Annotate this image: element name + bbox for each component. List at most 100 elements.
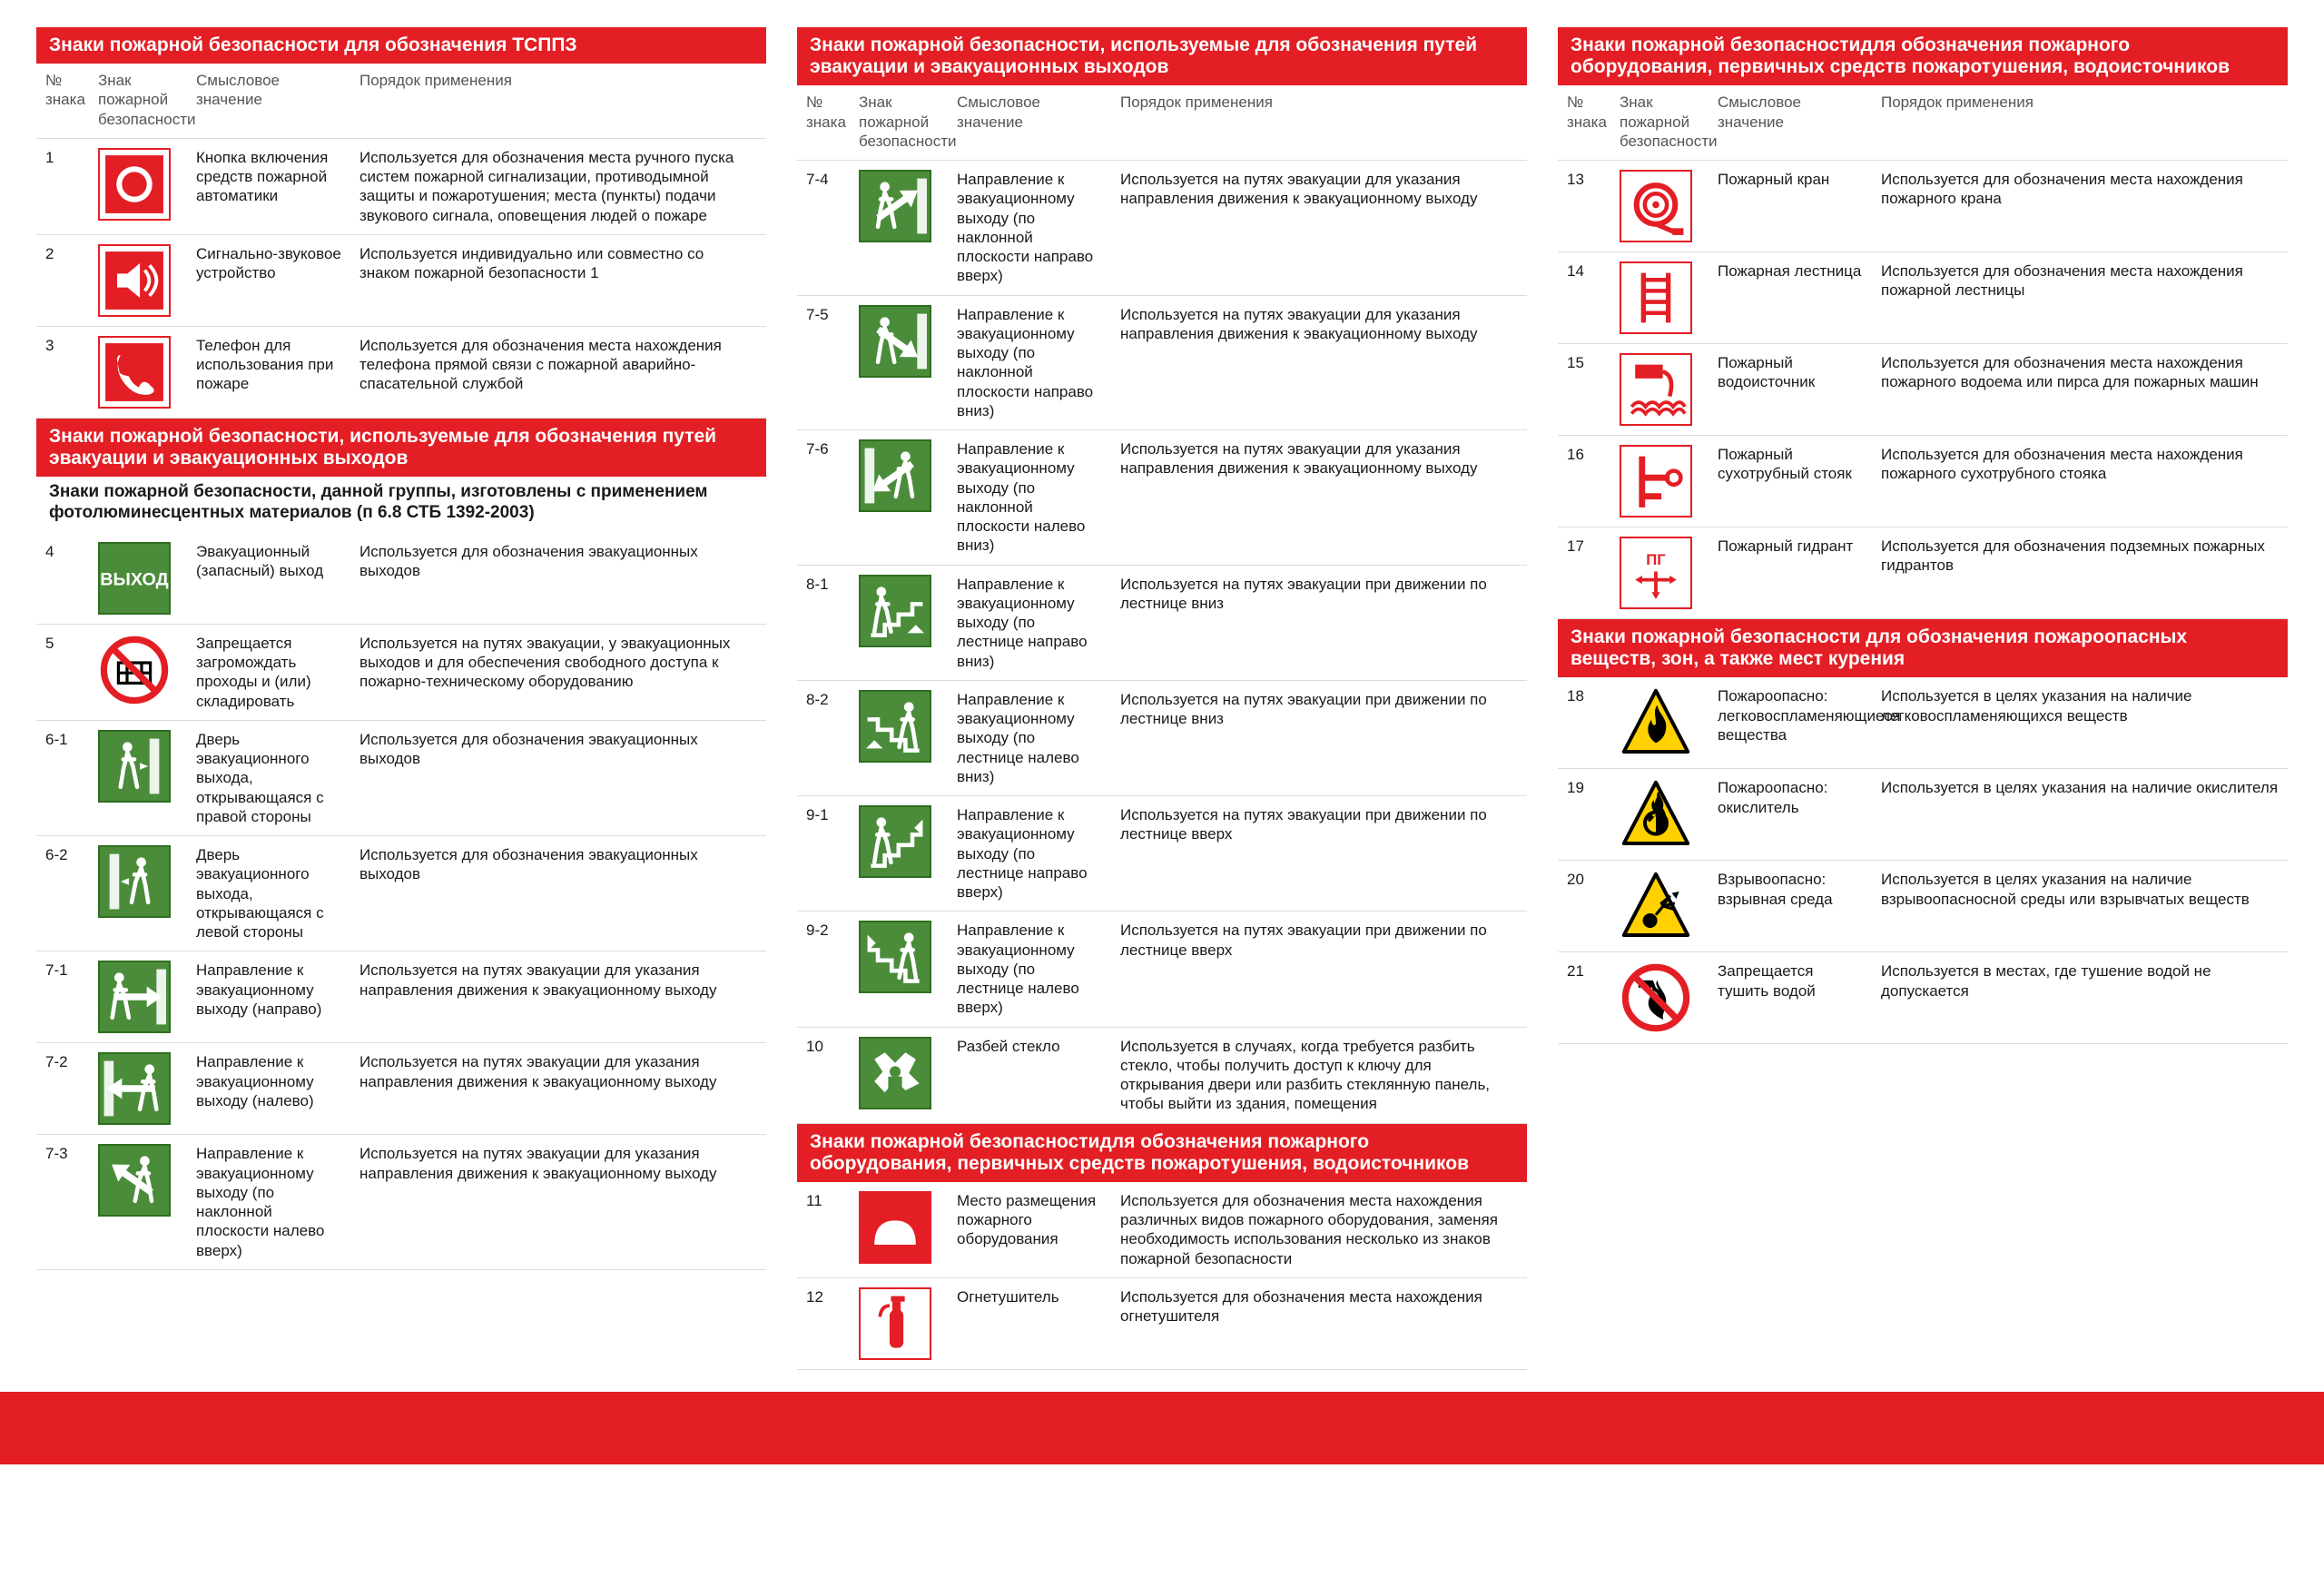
table-row: 6-2Дверь эвакуационного выхода, открываю… <box>36 836 766 951</box>
dry-riser-icon <box>1620 445 1692 517</box>
phone-icon <box>98 336 171 409</box>
table-row: 20 Взрывоопасно: взрывная средаИспользует… <box>1558 861 2288 952</box>
cell-meaning: Дверь эвакуационного выхода, открывающая… <box>187 720 350 835</box>
hydrant-icon: ПГ <box>1620 537 1692 609</box>
cell-usage: Используется для обозначения эвакуационн… <box>350 533 766 625</box>
cell-meaning: Взрывоопасно: взрывная среда <box>1709 861 1872 952</box>
cell-num: 7-6 <box>797 430 850 566</box>
table-row: 7-6 Направление к эвакуационному выходу (… <box>797 430 1527 566</box>
cell-meaning: Пожарный сухотрубный стояк <box>1709 436 1872 527</box>
col-usage: Порядок применения <box>1111 85 1527 160</box>
cell-sign <box>89 951 187 1043</box>
cell-num: 7-5 <box>797 295 850 430</box>
cell-usage: Используется в целях указания на наличие… <box>1872 677 2288 769</box>
col-num: № знака <box>36 64 89 138</box>
col-sign: Знак пожарной безопасности <box>89 64 187 138</box>
col-usage: Порядок применения <box>1872 85 2288 160</box>
signs-table: 4ВЫХОДЭвакуационный (запасный) выходИспо… <box>36 533 766 1270</box>
cell-sign <box>850 295 948 430</box>
stairs-up-right-icon <box>859 805 931 878</box>
section-title: Знаки пожарной безопасности для обозначе… <box>1558 619 2288 677</box>
cell-sign <box>1610 344 1709 436</box>
cell-usage: Используется на путях эвакуации, у эваку… <box>350 624 766 720</box>
cell-num: 1 <box>36 138 89 234</box>
section: Знаки пожарной безопасности, используемы… <box>36 419 766 1270</box>
table-row: 7-3Направление к эвакуационному выходу (… <box>36 1135 766 1270</box>
arrow-up-right-icon <box>859 170 931 242</box>
table-row: 17ПГПожарный гидрантИспользуется для обо… <box>1558 527 2288 619</box>
cell-usage: Используется на путях эвакуации при движ… <box>1111 912 1527 1027</box>
cell-sign <box>89 1043 187 1135</box>
cell-usage: Используется на путях эвакуации для указ… <box>350 951 766 1043</box>
cell-sign <box>89 836 187 951</box>
section-subtitle: Знаки пожарной безопасности, данной груп… <box>36 477 766 533</box>
cell-meaning: Пожарная лестница <box>1709 252 1872 344</box>
section-title: Знаки пожарной безопасностидля обозначен… <box>1558 27 2288 85</box>
cell-num: 7-1 <box>36 951 89 1043</box>
cell-num: 8-1 <box>797 565 850 680</box>
cell-meaning: Пожарный гидрант <box>1709 527 1872 619</box>
cell-num: 7-3 <box>36 1135 89 1270</box>
cell-meaning: Направление к эвакуационному выходу (нал… <box>187 1043 350 1135</box>
cell-num: 10 <box>797 1027 850 1123</box>
cell-sign <box>1610 436 1709 527</box>
cell-meaning: Направление к эвакуационному выходу (по … <box>948 680 1111 795</box>
table-row: 6-1 Дверь эвакуационного выхода, открываю… <box>36 720 766 835</box>
cell-sign <box>89 1135 187 1270</box>
arrow-down-left-icon <box>859 439 931 512</box>
sounder-icon <box>98 244 171 317</box>
cell-num: 11 <box>797 1182 850 1278</box>
cell-num: 8-2 <box>797 680 850 795</box>
cell-meaning: Направление к эвакуационному выходу (по … <box>948 565 1111 680</box>
cell-num: 6-1 <box>36 720 89 835</box>
break-glass-icon <box>859 1037 931 1109</box>
extinguisher-icon <box>859 1287 931 1360</box>
cell-meaning: Телефон для использования при пожаре <box>187 326 350 418</box>
table-row: 7-4Направление к эвакуационному выходу (… <box>797 161 1527 296</box>
section: Знаки пожарной безопасностидля обозначен… <box>797 1124 1527 1370</box>
cell-sign <box>850 680 948 795</box>
stairs-up-left-icon <box>859 921 931 993</box>
cell-meaning: Эвакуационный (запасный) выход <box>187 533 350 625</box>
table-row: 13Пожарный кранИспользуется для обозначе… <box>1558 161 2288 252</box>
table-body: 18Пожароопасно: легковоспламеняющиеся ве… <box>1558 677 2288 1044</box>
table-row: 12ОгнетушительИспользуется для обозначен… <box>797 1277 1527 1369</box>
cell-meaning: Направление к эвакуационному выходу (по … <box>948 912 1111 1027</box>
cell-meaning: Пожароопасно: легковоспламеняющиеся веще… <box>1709 677 1872 769</box>
cell-meaning: Направление к эвакуационному выходу (по … <box>948 430 1111 566</box>
cell-meaning: Пожарный водоисточник <box>1709 344 1872 436</box>
cell-sign <box>1610 769 1709 861</box>
table-row: 3Телефон для использования при пожареИсп… <box>36 326 766 418</box>
cell-usage: Используется на путях эвакуации для указ… <box>350 1043 766 1135</box>
cell-meaning: Разбей стекло <box>948 1027 1111 1123</box>
table-header-row: № знакаЗнак пожарной безопасностиСмыслов… <box>1558 85 2288 160</box>
section: Знаки пожарной безопасности для обозначе… <box>36 27 766 419</box>
cell-usage: Используется для обозначения места нахож… <box>1872 436 2288 527</box>
footer-bar <box>0 1392 2324 1464</box>
cell-usage: Используется в целях указания на наличие… <box>1872 861 2288 952</box>
alarm-button-icon <box>98 148 171 221</box>
cell-meaning: Место размещения пожарного оборудования <box>948 1182 1111 1278</box>
table-row: 11 Место размещения пожарного оборудовани… <box>797 1182 1527 1278</box>
cell-num: 17 <box>1558 527 1610 619</box>
table-header-row: № знакаЗнак пожарной безопасностиСмыслов… <box>36 64 766 138</box>
cell-num: 19 <box>1558 769 1610 861</box>
oxidizer-icon <box>1620 778 1692 851</box>
page: Знаки пожарной безопасности для обозначе… <box>0 0 2324 1370</box>
cell-num: 20 <box>1558 861 1610 952</box>
table-head: № знакаЗнак пожарной безопасностиСмыслов… <box>797 85 1527 160</box>
cell-num: 13 <box>1558 161 1610 252</box>
table-row: 9-1Направление к эвакуационному выходу (… <box>797 796 1527 912</box>
table-row: 1Кнопка включения средств пожарной автом… <box>36 138 766 234</box>
cell-meaning: Сигнально-звуковое устройство <box>187 234 350 326</box>
signs-table: № знакаЗнак пожарной безопасностиСмыслов… <box>797 85 1527 1123</box>
explosive-icon <box>1620 870 1692 942</box>
cell-num: 7-2 <box>36 1043 89 1135</box>
cell-num: 21 <box>1558 952 1610 1044</box>
table-row: 10Разбей стеклоИспользуется в случаях, к… <box>797 1027 1527 1123</box>
table-row: 2Сигнально-звуковое устройствоИспользует… <box>36 234 766 326</box>
cell-sign <box>850 1027 948 1123</box>
cell-num: 12 <box>797 1277 850 1369</box>
section-title: Знаки пожарной безопасности, используемы… <box>36 419 766 477</box>
arrow-up-left-icon <box>98 1144 171 1217</box>
